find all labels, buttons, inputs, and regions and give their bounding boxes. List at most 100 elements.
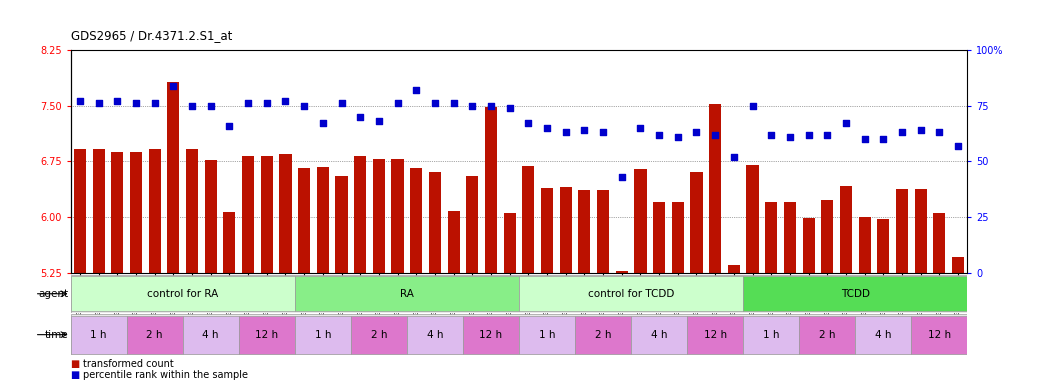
Bar bbox=[743, 276, 967, 311]
Point bbox=[520, 120, 537, 126]
Text: TCDD: TCDD bbox=[841, 289, 870, 299]
Text: 1 h: 1 h bbox=[90, 329, 107, 340]
Point bbox=[912, 127, 929, 133]
Point bbox=[128, 100, 144, 106]
Point bbox=[819, 131, 836, 137]
Bar bbox=[728, 265, 740, 273]
Point bbox=[445, 100, 462, 106]
Point bbox=[782, 134, 798, 140]
Bar bbox=[463, 316, 519, 354]
Point bbox=[875, 136, 892, 142]
Bar bbox=[519, 276, 743, 311]
Point bbox=[352, 114, 368, 120]
Text: ■: ■ bbox=[71, 370, 83, 380]
Point bbox=[333, 100, 350, 106]
Bar bbox=[92, 149, 105, 273]
Bar bbox=[672, 202, 684, 273]
Bar bbox=[765, 202, 777, 273]
Bar bbox=[335, 176, 348, 273]
Bar bbox=[653, 202, 665, 273]
Bar bbox=[858, 217, 871, 273]
Text: 2 h: 2 h bbox=[819, 329, 836, 340]
Point bbox=[427, 100, 443, 106]
Point bbox=[240, 100, 256, 106]
Text: 1 h: 1 h bbox=[539, 329, 555, 340]
Point bbox=[389, 100, 406, 106]
Bar bbox=[914, 189, 927, 273]
Point bbox=[613, 174, 630, 180]
Point bbox=[483, 103, 499, 109]
Text: 12 h: 12 h bbox=[255, 329, 278, 340]
Point bbox=[501, 105, 518, 111]
Point bbox=[539, 125, 555, 131]
Bar bbox=[933, 213, 946, 273]
Point bbox=[838, 120, 854, 126]
Bar bbox=[597, 190, 609, 273]
Point bbox=[221, 122, 238, 129]
Bar bbox=[354, 156, 366, 273]
Bar bbox=[242, 156, 254, 273]
Bar bbox=[821, 200, 834, 273]
Bar bbox=[447, 211, 460, 273]
Point bbox=[707, 131, 723, 137]
Bar bbox=[855, 316, 911, 354]
Point bbox=[856, 136, 873, 142]
Text: RA: RA bbox=[400, 289, 414, 299]
Bar bbox=[127, 316, 183, 354]
Bar bbox=[111, 152, 124, 273]
Bar bbox=[279, 154, 292, 273]
Bar bbox=[485, 107, 497, 273]
Bar bbox=[391, 159, 404, 273]
Point bbox=[315, 120, 331, 126]
Text: 4 h: 4 h bbox=[427, 329, 443, 340]
Point bbox=[371, 118, 387, 124]
Bar bbox=[578, 190, 591, 273]
Bar bbox=[130, 152, 142, 273]
Text: control for RA: control for RA bbox=[147, 289, 218, 299]
Text: 12 h: 12 h bbox=[928, 329, 951, 340]
Bar bbox=[802, 218, 815, 273]
Text: GDS2965 / Dr.4371.2.S1_at: GDS2965 / Dr.4371.2.S1_at bbox=[71, 29, 231, 42]
Bar bbox=[687, 316, 743, 354]
Point bbox=[146, 100, 163, 106]
Bar bbox=[522, 166, 535, 273]
Text: percentile rank within the sample: percentile rank within the sample bbox=[83, 370, 248, 380]
Bar bbox=[634, 169, 647, 273]
Bar bbox=[74, 149, 86, 273]
Text: 1 h: 1 h bbox=[315, 329, 331, 340]
Bar bbox=[186, 149, 198, 273]
Bar bbox=[351, 316, 407, 354]
Text: 2 h: 2 h bbox=[595, 329, 611, 340]
Bar bbox=[239, 316, 295, 354]
Bar bbox=[896, 189, 908, 273]
Point bbox=[464, 103, 481, 109]
Bar bbox=[784, 202, 796, 273]
Bar bbox=[71, 316, 127, 354]
Bar bbox=[743, 316, 799, 354]
Bar bbox=[295, 316, 351, 354]
Text: transformed count: transformed count bbox=[83, 359, 173, 369]
Text: 12 h: 12 h bbox=[704, 329, 727, 340]
Bar bbox=[746, 165, 759, 273]
Text: 4 h: 4 h bbox=[875, 329, 892, 340]
Bar bbox=[295, 276, 519, 311]
Text: 2 h: 2 h bbox=[371, 329, 387, 340]
Text: control for TCDD: control for TCDD bbox=[588, 289, 675, 299]
Point bbox=[576, 127, 593, 133]
Text: 12 h: 12 h bbox=[480, 329, 502, 340]
Bar bbox=[298, 168, 310, 273]
Bar bbox=[71, 276, 295, 311]
Bar bbox=[503, 213, 516, 273]
Bar bbox=[709, 104, 721, 273]
Point bbox=[557, 129, 574, 136]
Point bbox=[931, 129, 948, 136]
Bar bbox=[519, 316, 575, 354]
Point bbox=[632, 125, 649, 131]
Point bbox=[688, 129, 705, 136]
Point bbox=[800, 131, 817, 137]
Bar bbox=[877, 219, 890, 273]
Point bbox=[202, 103, 219, 109]
Bar bbox=[148, 149, 161, 273]
Bar bbox=[466, 176, 479, 273]
Point bbox=[894, 129, 910, 136]
